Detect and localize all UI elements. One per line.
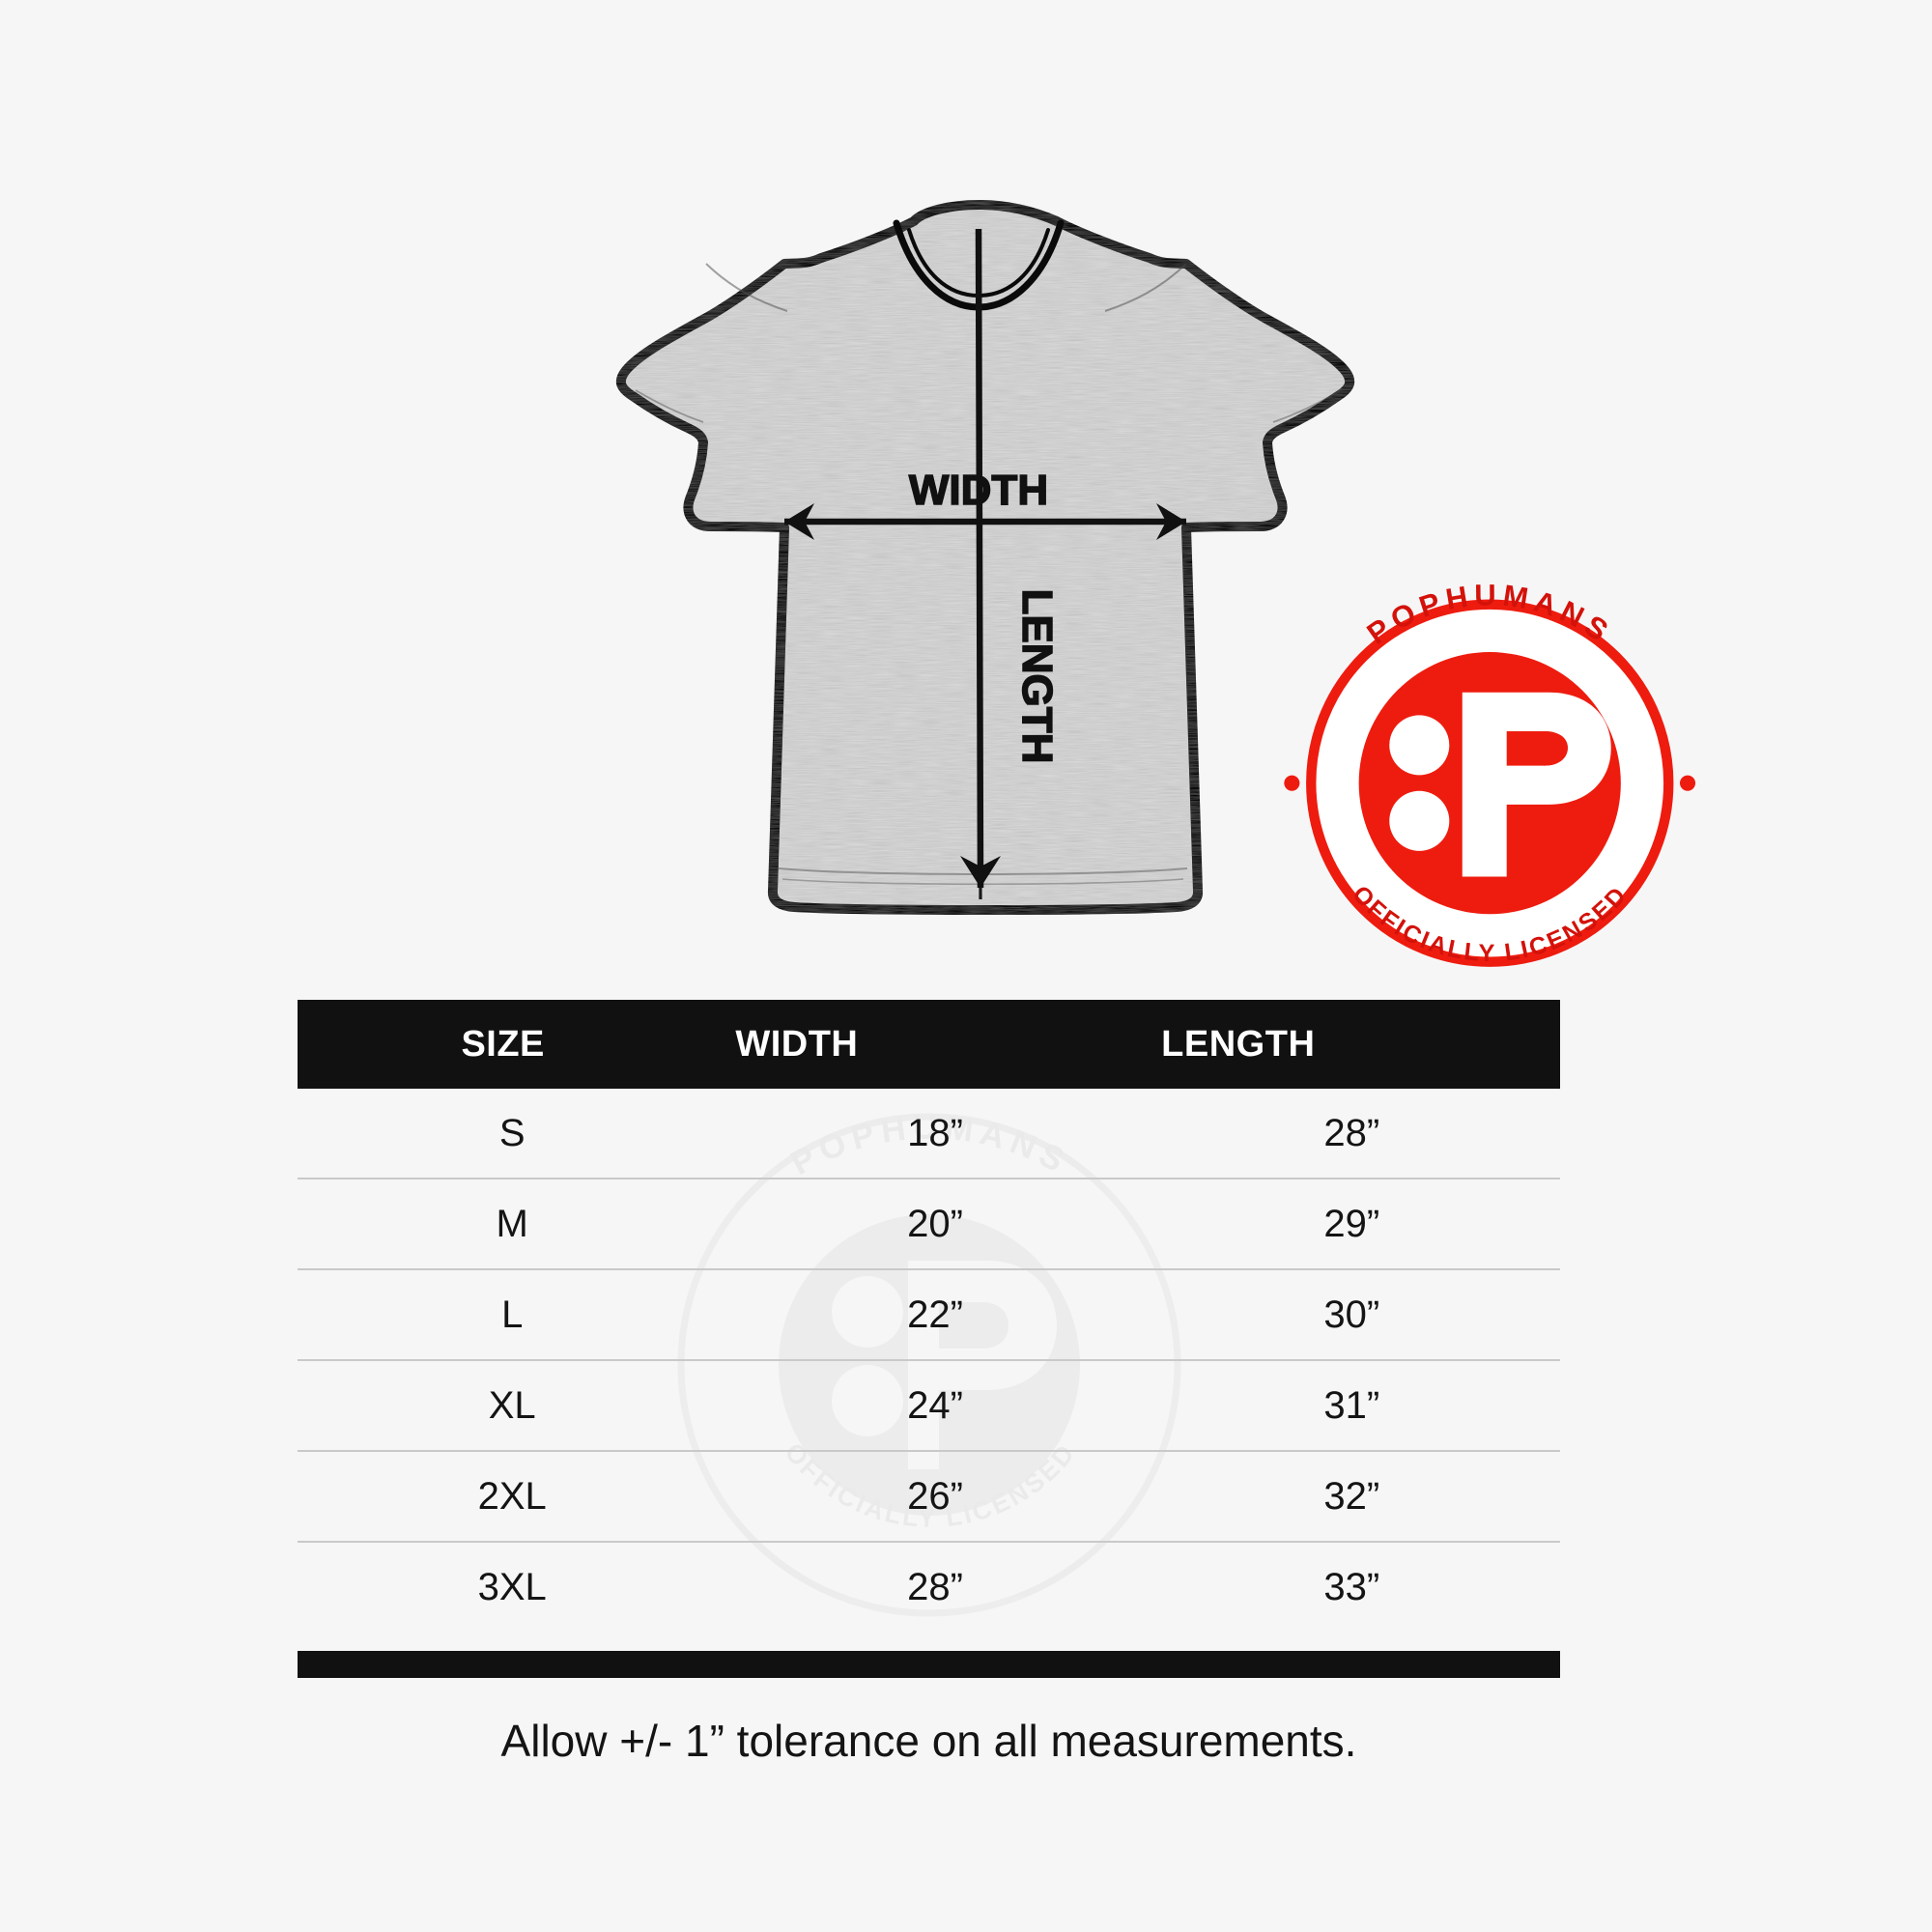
svg-text:LENGTH: LENGTH [1013, 589, 1061, 764]
